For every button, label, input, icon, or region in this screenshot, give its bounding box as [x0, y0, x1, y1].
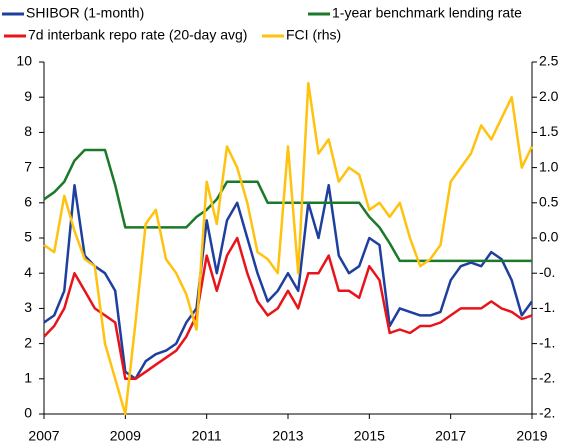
- x-tick-label: 2013: [272, 428, 303, 444]
- y2-tick-label: 0.5: [539, 194, 559, 210]
- y2-tick-label: -1.: [539, 334, 555, 350]
- x-tick-label: 2015: [354, 428, 385, 444]
- y2-tick-label: -1.: [539, 299, 555, 315]
- y-tick-label: 10: [16, 53, 32, 69]
- y2-tick-label: 1.0: [539, 158, 559, 174]
- legend-label: 1-year benchmark lending rate: [332, 5, 522, 21]
- y-tick-label: 3: [24, 299, 32, 315]
- y-tick-label: 0: [24, 405, 32, 421]
- y2-tick-label: -2.: [539, 370, 555, 386]
- y-tick-label: 2: [24, 334, 32, 350]
- y-tick-label: 6: [24, 194, 32, 210]
- legend-label: 7d interbank repo rate (20-day avg): [28, 27, 247, 43]
- legend-label: FCI (rhs): [286, 27, 341, 43]
- series-line: [43, 148, 532, 263]
- y-tick-label: 1: [24, 370, 32, 386]
- series-line: [43, 81, 534, 416]
- y2-tick-label: 2.5: [539, 53, 559, 69]
- y-tick-label: 8: [24, 123, 32, 139]
- x-tick-label: 2011: [192, 428, 222, 444]
- series-line: [43, 183, 534, 381]
- x-tick-label: 2009: [110, 428, 141, 444]
- x-tick-label: 2007: [28, 428, 59, 444]
- y-tick-label: 7: [24, 158, 32, 174]
- x-tick-label: 2019: [516, 428, 547, 444]
- legend-label: SHIBOR (1-month): [26, 5, 144, 21]
- y-tick-label: 5: [24, 229, 32, 245]
- series-line: [43, 236, 533, 381]
- x-tick-label: 2017: [435, 428, 466, 444]
- y2-tick-label: 2.0: [539, 88, 559, 104]
- y-tick-label: 9: [24, 88, 32, 104]
- y2-tick-label: -0.: [539, 264, 555, 280]
- y2-tick-label: 1.5: [539, 123, 559, 139]
- y2-tick-label: 0.0: [539, 229, 559, 245]
- y-tick-label: 4: [24, 264, 32, 280]
- y2-tick-label: -2.: [539, 405, 555, 421]
